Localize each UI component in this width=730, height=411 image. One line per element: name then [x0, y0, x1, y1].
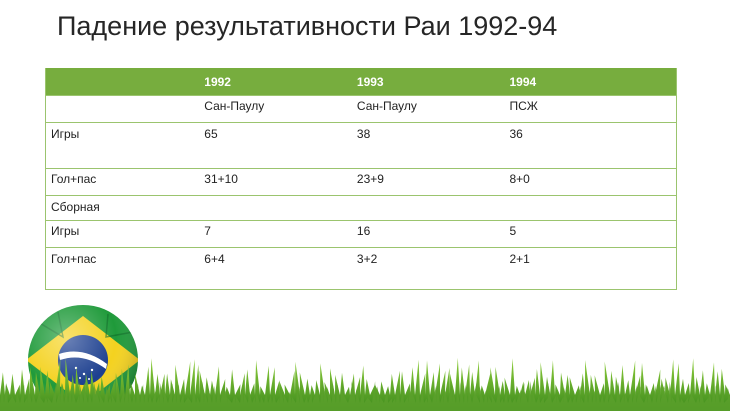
table-cell: 7 [199, 220, 352, 248]
table-cell: Сан-Паулу [351, 95, 505, 123]
table-cell: Игры [45, 220, 200, 248]
table-header-cell [45, 68, 200, 96]
table-cell: Гол+пас [45, 168, 200, 196]
stats-table: 1992 1993 1994 Сан-Паулу Сан-Паулу ПСЖ И… [45, 68, 677, 290]
table-cell [199, 195, 352, 221]
table-cell: 31+10 [199, 168, 352, 196]
table-row: Гол+пас 6+4 3+2 2+1 [45, 247, 677, 290]
table-cell: Гол+пас [45, 247, 200, 290]
table-row: Игры 7 16 5 [45, 220, 677, 248]
table-cell: 8+0 [504, 168, 677, 196]
table-cell [351, 195, 505, 221]
table-cell: Сан-Паулу [199, 95, 352, 123]
table-cell: Сборная [45, 195, 200, 221]
table-cell: 5 [504, 220, 677, 248]
grass-strip-icon [0, 357, 730, 411]
table-cell: 23+9 [351, 168, 505, 196]
table-cell: 36 [504, 122, 677, 169]
table-cell [504, 195, 677, 221]
table-row: Гол+пас 31+10 23+9 8+0 [45, 168, 677, 196]
table-header-cell: 1993 [351, 68, 505, 96]
table-cell: 3+2 [351, 247, 505, 290]
table-row: Сан-Паулу Сан-Паулу ПСЖ [45, 95, 677, 123]
table-cell: 65 [199, 122, 352, 169]
table-header-cell: 1994 [504, 68, 677, 96]
table-cell: 16 [351, 220, 505, 248]
table-cell: 2+1 [504, 247, 677, 290]
table-row: Игры 65 38 36 [45, 122, 677, 169]
table-cell: Игры [45, 122, 200, 169]
table-cell: 38 [351, 122, 505, 169]
table-cell: ПСЖ [504, 95, 677, 123]
slide-title: Падение результативности Раи 1992-94 [57, 11, 558, 41]
table-cell: 6+4 [199, 247, 352, 290]
table-row: Сборная [45, 195, 677, 221]
table-header-cell: 1992 [199, 68, 352, 96]
table-header-row: 1992 1993 1994 [45, 68, 677, 96]
table-cell [45, 95, 200, 123]
